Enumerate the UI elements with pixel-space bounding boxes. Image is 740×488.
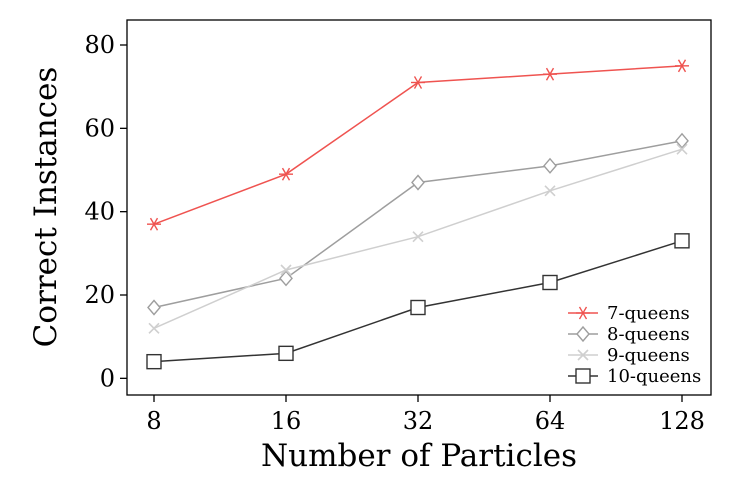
point-9-queens-64 [544, 185, 556, 197]
y-tick-label-0: 0 [100, 364, 115, 392]
point-7-queens-8 [149, 217, 159, 231]
y-axis-title: Correct Instances [28, 67, 64, 348]
point-9-queens-32 [412, 231, 424, 243]
point-8-queens-8 [147, 299, 161, 316]
x-tick-label-8: 8 [146, 407, 161, 435]
series-layer [146, 59, 690, 370]
legend-marker-7-queens [578, 306, 588, 320]
series-line-8-queens [153, 140, 683, 309]
point-9-queens-16 [280, 264, 292, 276]
legend-label-10-queens: 10-queens [607, 366, 701, 387]
point-7-queens-32 [413, 76, 423, 89]
series-10-queens [146, 233, 690, 370]
legend-label-8-queens: 8-queens [607, 324, 690, 345]
point-8-queens-16 [279, 270, 293, 287]
legend-marker-10-queens [575, 368, 591, 384]
point-10-queens-8 [146, 353, 162, 370]
point-7-queens-128 [677, 59, 687, 73]
x-tick-label-64: 64 [535, 407, 566, 435]
point-7-queens-16 [281, 167, 291, 181]
point-8-queens-32 [411, 174, 425, 191]
legend-marker-8-queens [576, 325, 590, 343]
legend-label-9-queens: 9-queens [607, 345, 690, 366]
x-tick-label-16: 16 [271, 407, 302, 435]
point-7-queens-64 [545, 67, 555, 81]
x-axis: 8 16 32 64 128 [146, 395, 705, 435]
point-9-queens-128 [676, 143, 688, 155]
x-tick-label-128: 128 [659, 407, 705, 435]
point-8-queens-64 [543, 157, 557, 174]
point-8-queens-128 [675, 132, 689, 149]
series-8-queens [147, 132, 689, 316]
series-9-queens [148, 143, 688, 334]
y-axis: 0 20 40 60 80 [84, 31, 127, 392]
series-line-7-queens [153, 65, 683, 225]
point-10-queens-64 [542, 274, 558, 291]
y-tick-label-20: 20 [84, 281, 115, 309]
plot-frame [126, 19, 712, 396]
point-10-queens-128 [674, 233, 690, 249]
point-9-queens-8 [148, 322, 160, 334]
point-10-queens-16 [278, 345, 294, 362]
x-axis-title: Number of Particles [261, 438, 577, 474]
legend-label-7-queens: 7-queens [607, 303, 690, 324]
y-tick-label-40: 40 [84, 198, 115, 226]
point-10-queens-32 [410, 299, 426, 316]
x-tick-label-32: 32 [403, 407, 434, 435]
y-tick-label-80: 80 [84, 31, 115, 59]
series-7-queens [147, 59, 689, 231]
y-tick-label-60: 60 [84, 114, 115, 142]
legend-marker-9-queens [577, 349, 589, 361]
